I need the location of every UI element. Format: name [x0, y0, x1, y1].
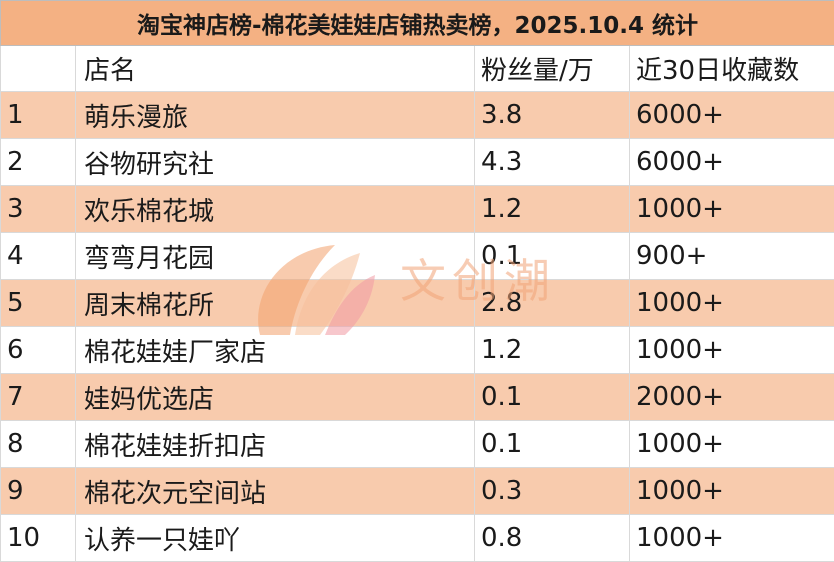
rank-cell: 9 — [1, 468, 76, 515]
name-cell: 周末棉花所 — [76, 280, 475, 327]
header-rank — [1, 46, 76, 92]
fans-cell: 1.2 — [475, 186, 630, 233]
fav-cell: 1000+ — [630, 468, 834, 515]
rank-cell: 3 — [1, 186, 76, 233]
rank-cell: 10 — [1, 515, 76, 562]
table-row: 6 棉花娃娃厂家店 1.2 1000+ — [1, 327, 834, 374]
rank-cell: 7 — [1, 374, 76, 421]
rank-cell: 4 — [1, 233, 76, 280]
spreadsheet: 淘宝神店榜-棉花美娃娃店铺热卖榜，2025.10.4 统计 店名 粉丝量/万 近… — [0, 0, 834, 545]
fav-cell: 2000+ — [630, 374, 834, 421]
title-row: 淘宝神店榜-棉花美娃娃店铺热卖榜，2025.10.4 统计 — [1, 1, 834, 46]
name-cell: 认养一只娃吖 — [76, 515, 475, 562]
table-row: 9 棉花次元空间站 0.3 1000+ — [1, 468, 834, 515]
table-row: 2 谷物研究社 4.3 6000+ — [1, 139, 834, 186]
fav-cell: 1000+ — [630, 327, 834, 374]
table-row: 5 周末棉花所 2.8 1000+ — [1, 280, 834, 327]
fans-cell: 0.1 — [475, 421, 630, 468]
table-row: 1 萌乐漫旅 3.8 6000+ — [1, 92, 834, 139]
fav-cell: 1000+ — [630, 421, 834, 468]
fans-cell: 0.1 — [475, 374, 630, 421]
rank-cell: 2 — [1, 139, 76, 186]
table-row: 8 棉花娃娃折扣店 0.1 1000+ — [1, 421, 834, 468]
fav-cell: 900+ — [630, 233, 834, 280]
rank-cell: 5 — [1, 280, 76, 327]
fans-cell: 0.8 — [475, 515, 630, 562]
fans-cell: 4.3 — [475, 139, 630, 186]
fans-cell: 0.1 — [475, 233, 630, 280]
fav-cell: 6000+ — [630, 139, 834, 186]
fans-cell: 1.2 — [475, 327, 630, 374]
rank-cell: 8 — [1, 421, 76, 468]
header-row: 店名 粉丝量/万 近30日收藏数 — [1, 46, 834, 92]
header-name: 店名 — [76, 46, 475, 92]
name-cell: 谷物研究社 — [76, 139, 475, 186]
fans-cell: 2.8 — [475, 280, 630, 327]
fav-cell: 1000+ — [630, 280, 834, 327]
name-cell: 棉花娃娃厂家店 — [76, 327, 475, 374]
header-fav: 近30日收藏数 — [630, 46, 834, 92]
fav-cell: 1000+ — [630, 186, 834, 233]
name-cell: 弯弯月花园 — [76, 233, 475, 280]
rank-cell: 1 — [1, 92, 76, 139]
fav-cell: 6000+ — [630, 92, 834, 139]
fans-cell: 0.3 — [475, 468, 630, 515]
fans-cell: 3.8 — [475, 92, 630, 139]
table-row: 4 弯弯月花园 0.1 900+ — [1, 233, 834, 280]
table-row: 7 娃妈优选店 0.1 2000+ — [1, 374, 834, 421]
name-cell: 萌乐漫旅 — [76, 92, 475, 139]
table-row: 3 欢乐棉花城 1.2 1000+ — [1, 186, 834, 233]
table-title: 淘宝神店榜-棉花美娃娃店铺热卖榜，2025.10.4 统计 — [1, 1, 834, 46]
table-row: 10 认养一只娃吖 0.8 1000+ — [1, 515, 834, 562]
fav-cell: 1000+ — [630, 515, 834, 562]
name-cell: 棉花娃娃折扣店 — [76, 421, 475, 468]
header-fans: 粉丝量/万 — [475, 46, 630, 92]
rank-cell: 6 — [1, 327, 76, 374]
name-cell: 娃妈优选店 — [76, 374, 475, 421]
name-cell: 棉花次元空间站 — [76, 468, 475, 515]
name-cell: 欢乐棉花城 — [76, 186, 475, 233]
